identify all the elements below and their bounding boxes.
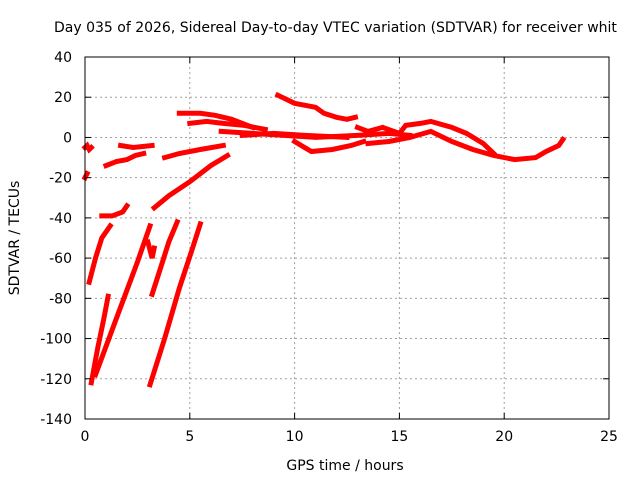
series-segment-01: [81, 141, 95, 154]
x-tick-label: 0: [81, 429, 90, 445]
y-tick-label: -40: [49, 211, 72, 227]
x-tick-label: 20: [495, 429, 513, 445]
y-tick-label: -140: [40, 412, 72, 428]
series-segment-06: [86, 222, 114, 286]
series-segment-11: [146, 220, 204, 388]
y-tick-label: 40: [54, 50, 72, 66]
series-segment-14: [176, 110, 256, 131]
data-series-group: [81, 91, 567, 388]
y-tick-label: 0: [63, 130, 72, 146]
y-tick-label: -80: [49, 291, 72, 307]
x-tick-label: 5: [185, 429, 194, 445]
series-segment-13: [161, 142, 227, 161]
y-tick-label: -60: [49, 251, 72, 267]
series-segment-17: [239, 130, 350, 141]
series-segment-09: [144, 238, 158, 259]
series-segment-18: [274, 91, 359, 122]
series-segment-20: [354, 118, 498, 158]
series-segment-10: [148, 218, 181, 298]
plot-frame: [84, 56, 610, 420]
chart-title: Day 035 of 2026, Sidereal Day-to-day VTE…: [54, 20, 617, 36]
y-tick-label: -20: [49, 171, 72, 187]
y-axis-label: SDTVAR / TECUs: [7, 181, 23, 296]
series-segment-07: [88, 293, 112, 386]
y-tick-label: 20: [54, 90, 72, 106]
y-tick-label: -120: [40, 372, 72, 388]
x-tick-label: 10: [286, 429, 304, 445]
x-tick-label: 25: [600, 429, 618, 445]
x-tick-label: 15: [390, 429, 408, 445]
series-segment-05: [99, 202, 131, 219]
grid-lines: [85, 57, 609, 419]
series-segment-21: [365, 128, 567, 163]
y-tick-label: -100: [40, 332, 72, 348]
series-segment-15: [187, 118, 269, 133]
axis-ticks: 0 5 10 15 20 25 40 20 0 -20 -40 -60 -80 -100 -120 -140: [40, 50, 618, 445]
series-segment-08: [92, 222, 154, 379]
series-segment-04: [117, 142, 155, 151]
x-axis-label: GPS time / hours: [286, 458, 403, 474]
series-segment-19: [291, 138, 367, 155]
series-segment-03: [102, 150, 147, 169]
series-segment-12: [150, 152, 231, 212]
